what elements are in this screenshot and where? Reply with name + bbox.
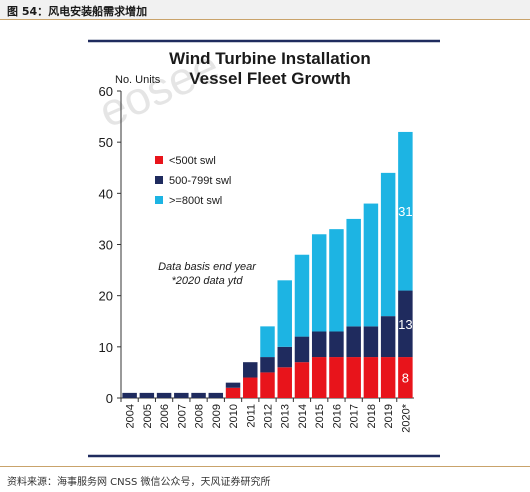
y-tick-label: 50 xyxy=(99,135,113,150)
x-tick-label: 2017 xyxy=(349,404,361,428)
bar-segment xyxy=(225,382,241,388)
bar-segment xyxy=(398,357,413,398)
bar-segment xyxy=(277,346,292,368)
x-tick-label: 2009 xyxy=(211,404,223,428)
bar-segment xyxy=(311,234,327,332)
x-tick-label: 2011 xyxy=(245,404,257,428)
bar-segment xyxy=(311,357,327,398)
x-tick-label: 2020* xyxy=(400,403,412,432)
bar-segment xyxy=(260,326,275,358)
bar-segment xyxy=(294,362,310,398)
legend: <500t swl 500-799t swl >=800t swl xyxy=(155,155,231,207)
legend-label-mid: 500-799t swl xyxy=(169,175,231,187)
chart-title-line-1: Wind Turbine Installation xyxy=(169,49,371,68)
x-tick-label: 2013 xyxy=(280,404,292,428)
bar-segment xyxy=(191,392,206,398)
x-tick-label: 2005 xyxy=(142,404,154,428)
y-tick-label: 20 xyxy=(99,289,113,304)
bar-segment xyxy=(277,367,292,398)
legend-swatch-gt800 xyxy=(155,196,163,204)
bar-segment xyxy=(311,331,327,358)
bar-segment xyxy=(260,357,275,373)
figure-header: 图 54：风电安装船需求增加 xyxy=(0,0,530,20)
y-tick-label: 60 xyxy=(99,84,113,99)
bar-segment xyxy=(398,131,413,291)
x-tick-label: 2008 xyxy=(194,404,206,428)
bar-segment xyxy=(260,372,275,398)
chart-area: eosee Wind Turbine Installation Vessel F… xyxy=(0,20,530,460)
bar-segment xyxy=(329,229,344,332)
bar-segment xyxy=(329,331,344,358)
bar-value-label: 31 xyxy=(398,204,412,219)
bar-segment xyxy=(208,392,224,398)
bar-value-label: 13 xyxy=(398,317,412,332)
legend-label-lt500: <500t swl xyxy=(169,155,216,167)
y-axis-label: No. Units xyxy=(115,74,161,86)
chart-title-line-2: Vessel Fleet Growth xyxy=(189,69,351,88)
bar-segment xyxy=(380,357,396,398)
bar-labels-group: 8 13 31 xyxy=(398,204,412,385)
figure-label: 图 54：风电安装船需求增加 xyxy=(7,5,148,18)
bar-segment xyxy=(380,172,396,317)
legend-label-gt800: >=800t swl xyxy=(169,195,222,207)
bar-segment xyxy=(122,392,137,398)
bar-segment xyxy=(139,392,155,398)
annotation-line-1: Data basis end year xyxy=(158,261,257,273)
bar-segment xyxy=(380,316,396,358)
bar-segment xyxy=(294,254,310,337)
bar-segment xyxy=(363,326,379,358)
bar-segment xyxy=(243,362,258,378)
bar-segment xyxy=(156,392,172,398)
x-tick-label: 2018 xyxy=(366,404,378,428)
x-tick-label: 2019 xyxy=(383,404,395,428)
annotation-line-2: *2020 data ytd xyxy=(172,275,244,287)
axes-group: 0 10 20 30 40 50 60 2004 2005 2006 2007 2008 2009 201… xyxy=(99,84,414,433)
bar-segment xyxy=(346,326,361,358)
bar-segment xyxy=(346,218,361,327)
y-tick-label: 30 xyxy=(99,238,113,253)
bar-segment xyxy=(294,336,310,363)
chart-svg: eosee Wind Turbine Installation Vessel F… xyxy=(88,39,440,458)
x-tick-label: 2012 xyxy=(263,404,275,428)
source-note: 资料来源：海事服务网 CNSS 微信公众号，天风证券研究所 xyxy=(7,477,271,488)
bar-segment xyxy=(174,392,189,398)
x-tick-label: 2010 xyxy=(228,404,240,428)
bar-segment xyxy=(346,357,361,398)
bar-segment xyxy=(329,357,344,398)
bar-value-label: 8 xyxy=(402,371,409,386)
x-tick-label: 2014 xyxy=(297,404,309,428)
bar-segment xyxy=(277,280,292,347)
bar-segment xyxy=(363,357,379,398)
bar-segment xyxy=(398,290,413,358)
bar-segment xyxy=(243,377,258,398)
bar-segment xyxy=(363,203,379,327)
legend-swatch-mid xyxy=(155,176,163,184)
figure-footer: 资料来源：海事服务网 CNSS 微信公众号，天风证券研究所 xyxy=(0,466,530,492)
x-tick-label: 2004 xyxy=(125,404,137,428)
y-tick-label: 0 xyxy=(106,391,113,406)
y-tick-label: 10 xyxy=(99,340,113,355)
bar-segment xyxy=(225,387,241,398)
legend-swatch-lt500 xyxy=(155,156,163,164)
x-tick-label: 2007 xyxy=(176,404,188,428)
x-tick-label: 2015 xyxy=(314,404,326,428)
x-tick-label: 2016 xyxy=(331,404,343,428)
x-tick-label: 2006 xyxy=(159,404,171,428)
y-tick-label: 40 xyxy=(99,186,113,201)
bars-group xyxy=(122,131,413,398)
